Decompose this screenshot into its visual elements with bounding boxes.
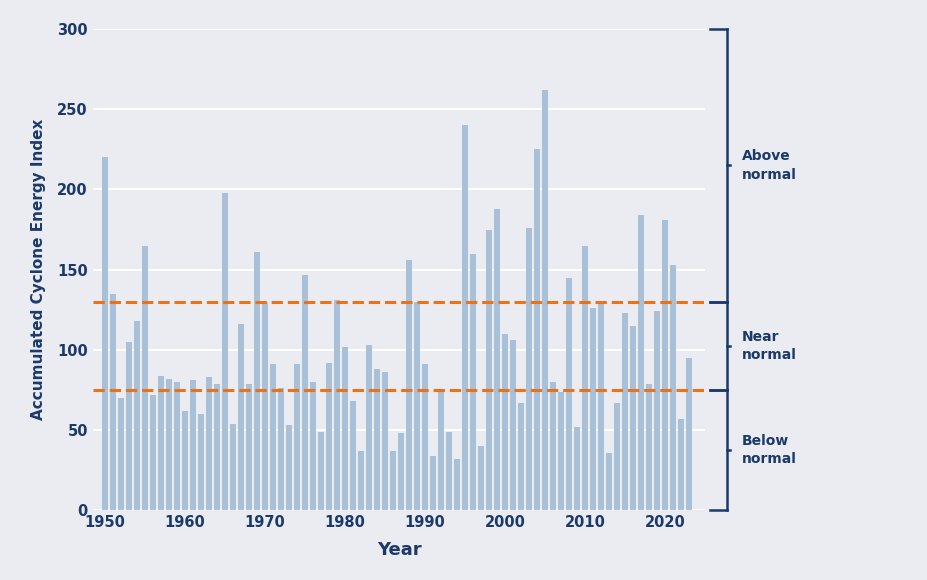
Bar xyxy=(173,382,180,510)
Bar xyxy=(133,321,140,510)
Bar xyxy=(581,246,588,510)
Bar xyxy=(246,383,252,510)
Bar xyxy=(469,253,476,510)
Bar xyxy=(590,308,596,510)
Bar xyxy=(438,390,444,510)
Bar xyxy=(349,401,356,510)
Bar xyxy=(477,446,484,510)
Bar xyxy=(526,228,532,510)
Bar xyxy=(222,193,228,510)
Bar xyxy=(541,90,548,510)
Bar xyxy=(621,313,628,510)
Bar xyxy=(389,451,396,510)
Bar xyxy=(638,215,643,510)
X-axis label: Year: Year xyxy=(376,541,421,559)
Bar xyxy=(109,293,116,510)
Bar xyxy=(365,345,372,510)
Bar xyxy=(517,403,524,510)
Bar xyxy=(629,326,636,510)
Y-axis label: Accumulated Cyclone Energy Index: Accumulated Cyclone Energy Index xyxy=(31,119,46,420)
Bar xyxy=(206,377,212,510)
Bar xyxy=(486,230,492,510)
Bar xyxy=(189,380,196,510)
Bar xyxy=(270,364,276,510)
Bar xyxy=(453,459,460,510)
Bar xyxy=(605,452,612,510)
Bar xyxy=(374,369,380,510)
Bar xyxy=(445,432,451,510)
Bar xyxy=(574,427,579,510)
Bar xyxy=(230,424,235,510)
Bar xyxy=(462,125,468,510)
Bar xyxy=(253,252,260,510)
Bar xyxy=(422,364,427,510)
Bar xyxy=(325,362,332,510)
Bar xyxy=(429,456,436,510)
Bar xyxy=(182,411,188,510)
Bar xyxy=(158,376,164,510)
Bar xyxy=(301,274,308,510)
Bar xyxy=(286,425,292,510)
Bar xyxy=(509,340,515,510)
Bar xyxy=(413,302,420,510)
Bar xyxy=(550,382,556,510)
Bar xyxy=(317,432,324,510)
Bar xyxy=(661,220,667,510)
Bar xyxy=(166,379,171,510)
Bar xyxy=(213,383,220,510)
Bar xyxy=(294,364,299,510)
Bar xyxy=(142,246,148,510)
Bar xyxy=(197,414,204,510)
Bar xyxy=(493,209,500,510)
Bar xyxy=(405,260,412,510)
Text: Near
normal: Near normal xyxy=(741,329,795,362)
Bar xyxy=(645,383,652,510)
Bar xyxy=(149,395,156,510)
Bar xyxy=(614,403,620,510)
Bar xyxy=(565,278,572,510)
Bar xyxy=(669,265,676,510)
Bar xyxy=(101,157,108,510)
Bar xyxy=(277,389,284,510)
Text: Above
normal: Above normal xyxy=(741,149,795,182)
Text: Below
normal: Below normal xyxy=(741,434,795,466)
Bar xyxy=(654,311,660,510)
Bar xyxy=(237,324,244,510)
Bar xyxy=(358,451,363,510)
Bar xyxy=(685,358,692,510)
Bar xyxy=(334,300,340,510)
Bar xyxy=(398,433,404,510)
Bar xyxy=(118,398,124,510)
Bar xyxy=(381,372,387,510)
Bar xyxy=(261,302,268,510)
Bar xyxy=(310,382,316,510)
Bar xyxy=(341,347,348,510)
Bar xyxy=(125,342,132,510)
Bar xyxy=(678,419,684,510)
Bar xyxy=(533,150,540,510)
Bar xyxy=(502,334,508,510)
Bar xyxy=(597,303,603,510)
Bar xyxy=(557,392,564,510)
